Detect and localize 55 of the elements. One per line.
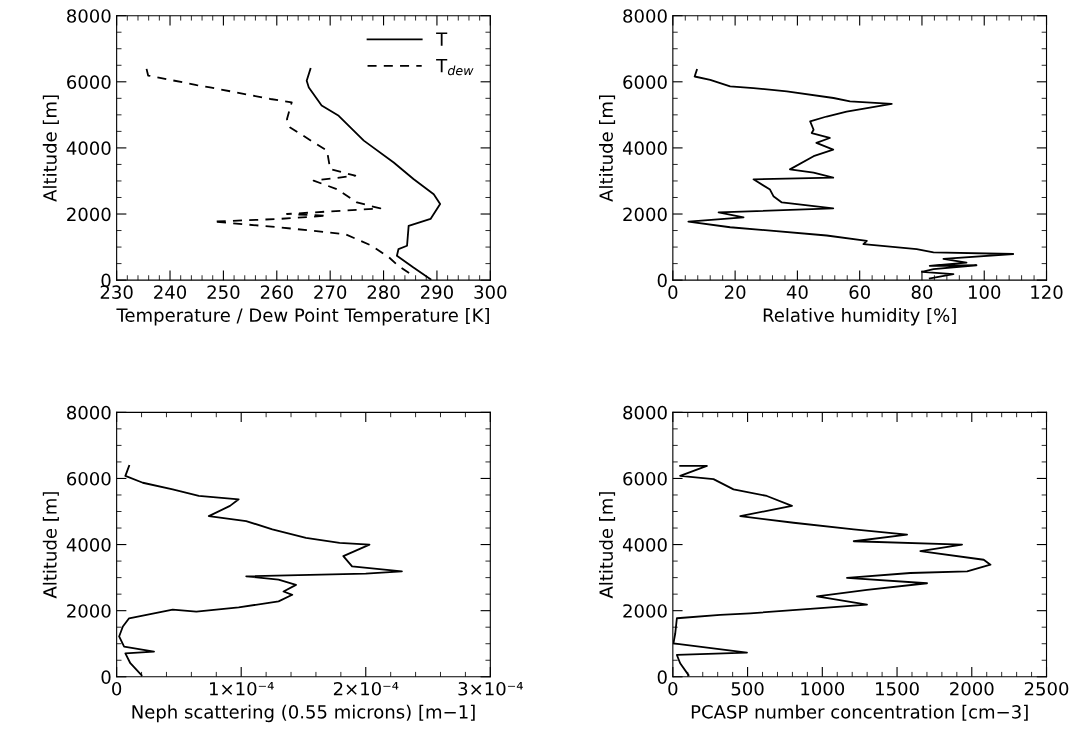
y-tick-label: 4000	[66, 538, 111, 552]
y-tick-label: 0	[101, 670, 111, 684]
x-tick-label: 80	[911, 285, 933, 299]
x-tick-label: 0	[668, 681, 678, 696]
x-tick-label: 290	[421, 285, 453, 299]
y-axis-title: Altitude [m]	[599, 95, 616, 202]
x-tick-label: 60	[849, 285, 870, 299]
y-tick-label: 8000	[623, 9, 667, 23]
y-tick-label: 0	[101, 273, 111, 288]
x-tick-label: 40	[786, 285, 808, 299]
y-tick-label: 4000	[622, 141, 667, 156]
y-tick-label: 6000	[67, 471, 111, 486]
y-tick-label: 8000	[67, 405, 111, 420]
x-tick-label: 230	[100, 285, 133, 299]
x-tick-label: 2×10⁻⁴	[333, 681, 399, 696]
x-tick-label: 0	[668, 285, 678, 299]
x-axis-title: Neph scattering (0.55 microns) [m−1]	[132, 704, 475, 723]
x-axis-title: PCASP number concentration [cm−3]	[691, 704, 1028, 721]
x-tick-label: 280	[367, 285, 400, 299]
y-axis-title: Altitude [m]	[599, 492, 616, 599]
y-tick-label: 0	[657, 670, 667, 684]
y-tick-label: 6000	[67, 75, 111, 89]
x-tick-label: 260	[260, 285, 293, 299]
x-tick-label: 250	[207, 285, 240, 299]
y-tick-label: 8000	[67, 9, 111, 23]
x-tick-label: 1000	[801, 681, 845, 696]
legend-label: T$_{dew}$	[436, 58, 474, 76]
x-tick-label: 270	[314, 285, 347, 299]
x-tick-label: 2000	[950, 681, 994, 696]
y-tick-label: 2000	[623, 207, 667, 222]
x-tick-label: 0	[112, 681, 122, 696]
x-tick-label: 1×10⁻⁴	[210, 681, 274, 696]
x-tick-label: 240	[154, 285, 187, 299]
y-tick-label: 6000	[623, 75, 667, 89]
x-tick-label: 120	[1031, 285, 1063, 299]
x-tick-label: 3×10⁻⁴	[458, 681, 523, 696]
y-tick-label: 2000	[67, 207, 111, 222]
x-tick-label: 1500	[876, 681, 919, 696]
y-axis-title: Altitude [m]	[42, 95, 59, 202]
y-tick-label: 4000	[66, 141, 111, 156]
x-axis-title: Temperature / Dew Point Temperature [K]	[116, 308, 489, 326]
legend-label: T	[436, 32, 448, 46]
y-tick-label: 2000	[67, 604, 111, 618]
y-tick-label: 4000	[622, 538, 667, 552]
x-tick-label: 2500	[1024, 681, 1069, 696]
x-tick-label: 500	[731, 681, 764, 696]
y-tick-label: 0	[657, 273, 667, 288]
x-tick-label: 20	[724, 285, 746, 299]
y-tick-label: 8000	[623, 405, 667, 420]
x-axis-title: Relative humidity [%]	[763, 308, 956, 326]
y-tick-label: 6000	[623, 471, 667, 486]
y-tick-label: 2000	[623, 604, 667, 618]
y-axis-title: Altitude [m]	[42, 492, 59, 599]
x-tick-label: 300	[474, 285, 507, 299]
x-tick-label: 100	[968, 285, 1001, 299]
